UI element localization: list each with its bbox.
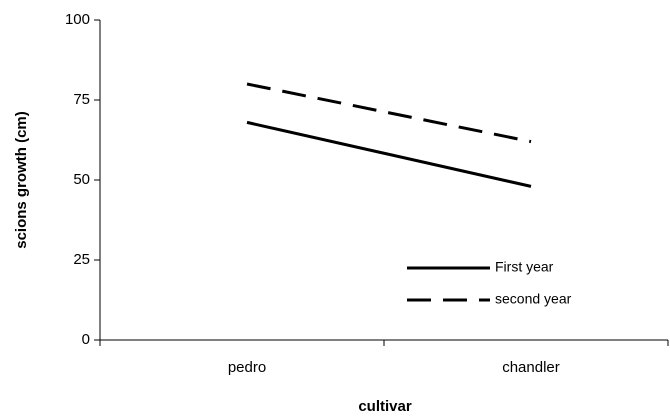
x-axis-title: cultivar	[358, 398, 412, 415]
y-tick-label: 75	[73, 91, 90, 108]
legend-label: First year	[495, 259, 554, 275]
x-tick-label: pedro	[228, 359, 266, 376]
y-axis-title: scions growth (cm)	[13, 111, 30, 249]
line-series	[246, 120, 532, 188]
line-series	[246, 82, 532, 144]
legend-label: second year	[495, 291, 572, 307]
y-tick-label: 25	[73, 251, 90, 268]
x-tick-label: chandler	[502, 359, 560, 376]
y-tick-label: 0	[82, 331, 90, 348]
y-tick-label: 100	[65, 11, 90, 28]
y-tick-label: 50	[73, 171, 90, 188]
